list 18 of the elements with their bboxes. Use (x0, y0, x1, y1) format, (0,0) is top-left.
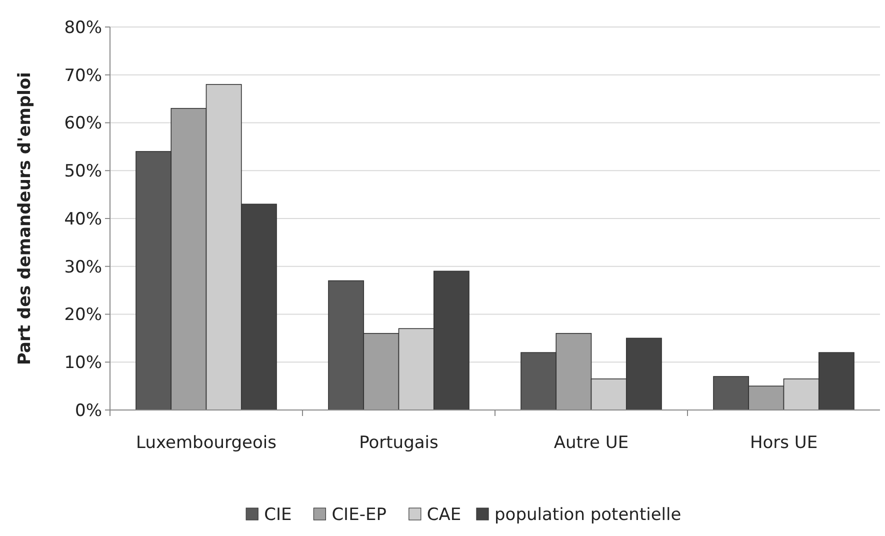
legend-label: CAE (426, 505, 462, 525)
legend-label: CIE (264, 505, 292, 525)
x-tick-label: Autre UE (554, 433, 629, 453)
x-tick-label: Hors UE (750, 433, 818, 453)
legend-label: population potentielle (494, 505, 682, 525)
y-tick-label: 50% (64, 162, 102, 182)
legend-label: CIE-EP (332, 505, 386, 525)
y-tick-label: 80% (64, 18, 102, 38)
y-axis-title: Part des demandeurs d'emploi (15, 72, 35, 365)
y-tick-label: 20% (64, 305, 102, 326)
y-tick-label: 40% (64, 209, 102, 230)
y-tick-label: 70% (64, 66, 102, 86)
y-tick-label: 10% (64, 353, 102, 374)
y-tick-label: 30% (64, 257, 102, 278)
x-tick-label: Luxembourgeois (136, 433, 277, 453)
x-tick-label: Portugais (359, 433, 439, 453)
y-tick-label: 60% (64, 114, 102, 134)
y-tick-label: 0% (75, 400, 102, 421)
